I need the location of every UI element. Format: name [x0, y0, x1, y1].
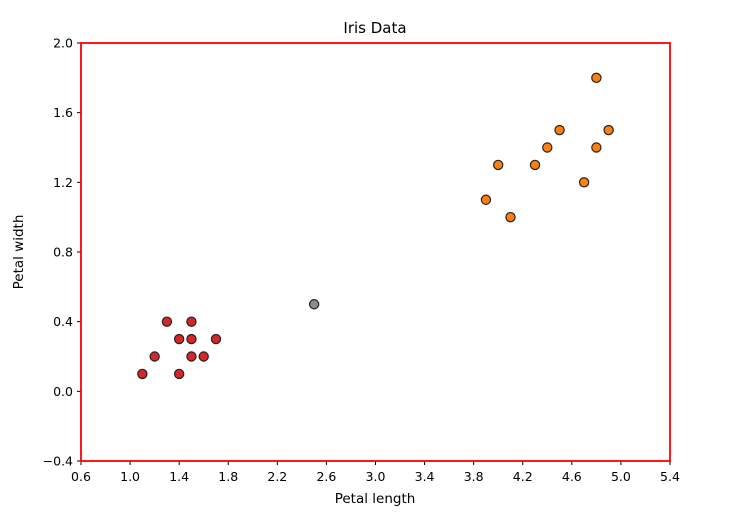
scatter-point: [137, 368, 148, 380]
scatter-point: [542, 142, 553, 153]
x-tick-label: 4.2: [513, 469, 533, 484]
scatter-point: [505, 211, 516, 223]
y-tick-label: 2.0: [53, 36, 73, 51]
x-tick-label: 0.6: [71, 469, 91, 484]
scatter-point: [173, 368, 185, 380]
y-tick-label: 0.4: [53, 314, 73, 329]
y-axis-ticks: −0.4 0.0 0.4 0.8 1.2 1.6 2.0: [43, 36, 81, 469]
x-tick-label: 1.4: [169, 469, 189, 484]
y-tick-label: −0.4: [43, 454, 73, 469]
x-tick-label: 5.0: [611, 469, 631, 484]
scatter-point: [554, 124, 565, 136]
scatter-point: [210, 333, 222, 345]
x-axis-ticks: 0.6 1.0 1.4 1.8 2.2 2.6 3.0 3.4 3.8 4.2 4.6 5.0 5.4: [71, 461, 680, 484]
y-axis-label: Petal width: [11, 215, 27, 290]
y-tick-label: 0.0: [53, 384, 73, 399]
scatter-point: [186, 351, 197, 362]
scatter-point: [308, 299, 320, 310]
scatter-point: [591, 72, 602, 84]
x-tick-label: 2.6: [316, 469, 336, 484]
scatter-point: [480, 194, 492, 205]
x-tick-label: 3.8: [464, 469, 484, 484]
chart-title: Iris Data: [343, 19, 406, 37]
scatter-point: [493, 159, 504, 171]
x-axis-label: Petal length: [335, 491, 416, 507]
plot-frame: [80, 42, 671, 462]
scatter-point: [186, 316, 197, 327]
x-tick-label: 5.4: [660, 469, 680, 484]
scatter-point: [186, 333, 197, 345]
scatter-point: [198, 351, 209, 362]
x-tick-label: 3.4: [415, 469, 435, 484]
scatter-point: [149, 351, 160, 362]
x-tick-label: 1.0: [120, 469, 140, 484]
x-tick-label: 3.0: [366, 469, 386, 484]
scatter-point: [161, 316, 173, 327]
data-points: [137, 72, 614, 380]
x-tick-label: 2.2: [267, 469, 287, 484]
scatter-point: [529, 159, 541, 171]
x-tick-label: 4.6: [562, 469, 582, 484]
y-tick-label: 0.8: [53, 245, 73, 260]
x-tick-label: 1.8: [218, 469, 238, 484]
y-tick-label: 1.6: [53, 105, 73, 120]
scatter-point: [173, 333, 185, 345]
scatter-point: [591, 142, 602, 153]
scatter-point: [603, 124, 614, 136]
scatter-point: [578, 177, 590, 188]
y-tick-label: 1.2: [53, 175, 73, 190]
